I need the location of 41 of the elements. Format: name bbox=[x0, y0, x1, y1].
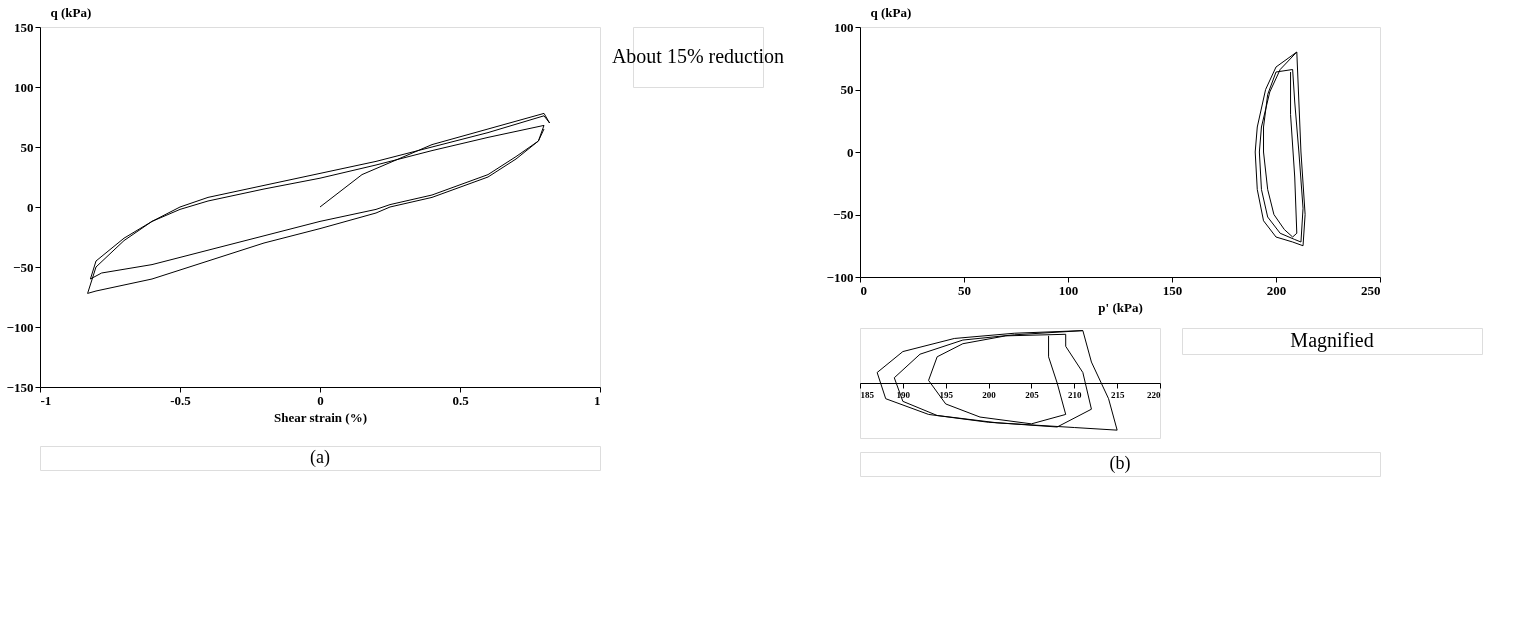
x-tick-label: -1 bbox=[40, 392, 52, 408]
y-axis-title: q (kPa) bbox=[870, 4, 912, 20]
y-tick-label: 50 bbox=[840, 82, 854, 97]
x-tick-label: 250 bbox=[1361, 282, 1381, 298]
text: About 15% reduction bbox=[611, 45, 785, 67]
y-tick-label: 0 bbox=[847, 144, 854, 160]
y-tick-label: 100 bbox=[14, 79, 34, 95]
x-axis-title: p' (kPa) bbox=[1098, 299, 1143, 315]
y-tick-label: −100 bbox=[6, 319, 34, 335]
x-tick-label: 200 bbox=[1266, 282, 1287, 298]
x-tick-label: 100 bbox=[1058, 282, 1079, 298]
x-tick-label: 205 bbox=[1025, 389, 1040, 400]
y-axis-title: q (kPa) bbox=[50, 4, 92, 20]
x-tick-label: 0.5 bbox=[452, 392, 470, 408]
x-tick-label: 200 bbox=[982, 389, 997, 400]
x-tick-label: 190 bbox=[896, 389, 911, 400]
x-tick-label: 185 bbox=[860, 389, 875, 400]
x-axis-title: Shear strain (%) bbox=[274, 409, 367, 425]
y-tick-label: −150 bbox=[6, 379, 34, 395]
x-tick-label: 150 bbox=[1162, 282, 1183, 298]
line-series bbox=[1254, 51, 1306, 247]
x-tick-label: 50 bbox=[958, 282, 971, 298]
text: Magnified bbox=[1290, 329, 1374, 352]
text: (b) bbox=[1109, 453, 1131, 474]
y-tick-label: 50 bbox=[20, 139, 34, 155]
y-tick-label: 150 bbox=[14, 19, 34, 35]
y-tick-label: −100 bbox=[826, 269, 854, 285]
x-tick-label: 0 bbox=[860, 282, 867, 298]
y-tick-label: 100 bbox=[834, 19, 854, 35]
y-tick-label: −50 bbox=[833, 207, 854, 222]
text: (a) bbox=[310, 447, 330, 468]
y-tick-label: 0 bbox=[27, 199, 34, 215]
x-tick-label: 1 bbox=[594, 392, 601, 408]
line-series bbox=[87, 112, 551, 294]
x-tick-label: 220 bbox=[1147, 389, 1161, 400]
x-tick-label: 195 bbox=[939, 389, 954, 400]
x-tick-label: 0 bbox=[317, 392, 324, 408]
y-tick-label: −50 bbox=[13, 259, 34, 275]
x-tick-label: -0.5 bbox=[170, 392, 192, 408]
x-tick-label: 210 bbox=[1068, 389, 1083, 400]
x-tick-label: 215 bbox=[1110, 389, 1125, 400]
